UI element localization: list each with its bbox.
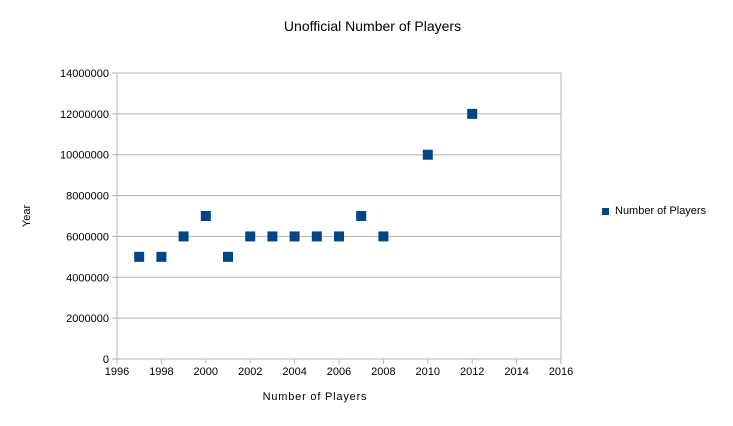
x-tick-label: 2010 xyxy=(416,366,440,378)
y-tick-label: 12000000 xyxy=(60,109,109,121)
x-tick-label: 2006 xyxy=(327,366,351,378)
data-point-marker xyxy=(200,211,211,221)
data-point-marker xyxy=(467,108,478,119)
data-point-marker xyxy=(267,231,278,242)
y-axis-title: Year xyxy=(21,204,33,228)
x-tick-label: 1996 xyxy=(105,366,129,378)
data-point-marker xyxy=(178,231,189,242)
data-point-marker xyxy=(378,231,389,242)
y-tick-label: 6000000 xyxy=(66,231,109,243)
y-tick-label: 10000000 xyxy=(60,150,109,162)
y-tick-label: 2000000 xyxy=(66,313,109,325)
data-point-marker xyxy=(245,231,256,242)
data-point-marker xyxy=(289,231,300,242)
legend-label: Number of Players xyxy=(615,205,707,217)
x-tick-label: 2000 xyxy=(194,366,218,378)
x-axis-title: Number of Players xyxy=(262,391,368,403)
data-point-marker xyxy=(422,149,433,160)
x-tick-label: 2012 xyxy=(460,366,484,378)
y-tick-label: 8000000 xyxy=(66,191,109,203)
x-tick-label: 1998 xyxy=(149,366,173,378)
y-tick-label: 0 xyxy=(103,354,109,366)
y-tick-label: 4000000 xyxy=(66,272,109,284)
x-tick-label: 2008 xyxy=(371,366,395,378)
data-point-marker xyxy=(334,231,344,242)
data-point-marker xyxy=(311,231,322,242)
x-tick-label: 2004 xyxy=(282,366,306,378)
x-tick-label: 2016 xyxy=(549,366,573,378)
data-point-marker xyxy=(356,211,367,221)
data-point-marker xyxy=(223,251,233,262)
chart-title: Unofficial Number of Players xyxy=(283,18,462,34)
x-tick-label: 2002 xyxy=(238,366,262,378)
y-tick-label: 14000000 xyxy=(60,68,109,80)
legend-square-icon xyxy=(602,207,609,215)
legend: Number of Players xyxy=(602,205,706,217)
data-point-marker xyxy=(156,251,167,262)
data-point-marker xyxy=(134,251,145,262)
x-tick-label: 2014 xyxy=(504,366,528,378)
